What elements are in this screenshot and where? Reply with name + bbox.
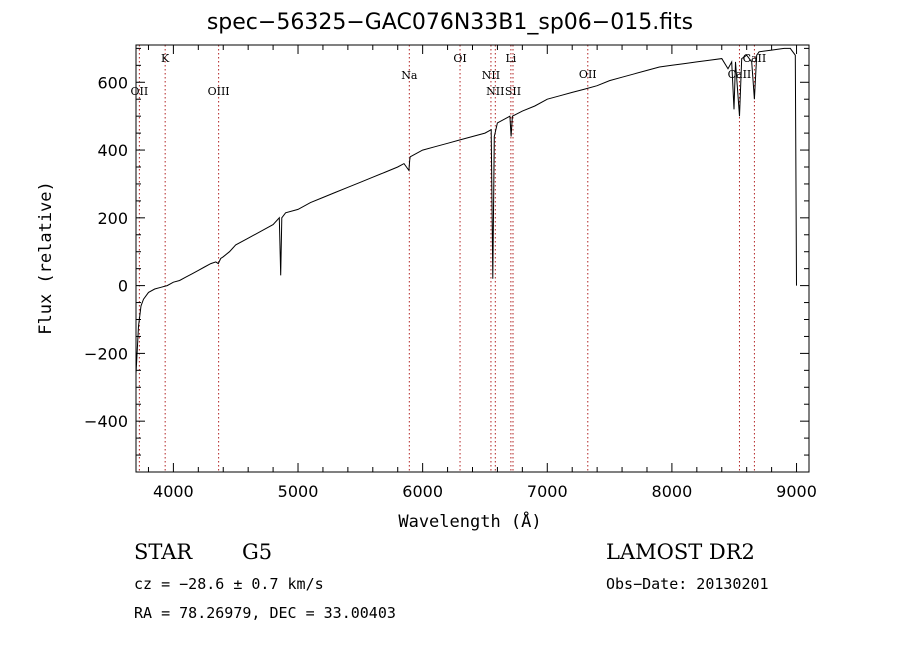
- reference-line-label: OI: [453, 52, 466, 65]
- plot-frame: [135, 44, 810, 473]
- chart-title: spec−56325−GAC076N33B1_sp06−015.fits: [206, 10, 694, 35]
- x-tick-label: 4000: [153, 482, 194, 501]
- y-tick-label: −400: [84, 412, 128, 431]
- x-axis-label: Wavelength (Å): [398, 512, 542, 532]
- reference-line-label: NII: [482, 69, 500, 82]
- reference-line-label: OII: [579, 68, 597, 81]
- reference-line-label: CaII: [743, 52, 767, 65]
- x-tick-label: 7000: [527, 482, 568, 501]
- spectrum-series: [135, 47, 797, 374]
- y-tick-label: 600: [97, 73, 128, 92]
- axis-ticks: 4000 5000 6000 7000 8000 9000 −400 −200 0 200 400 6…: [84, 45, 817, 501]
- sky-coordinates: RA = 78.26979, DEC = 33.00403: [134, 604, 396, 622]
- y-tick-label: 200: [97, 209, 128, 228]
- y-axis-label: Flux (relative): [36, 181, 56, 335]
- reference-line-label: Li: [505, 52, 516, 65]
- x-tick-label: 6000: [402, 482, 443, 501]
- redshift-velocity: cz = −28.6 ± 0.7 km/s: [134, 575, 324, 593]
- y-tick-label: 0: [118, 277, 128, 296]
- y-tick-label: 400: [97, 141, 128, 160]
- observation-date: Obs−Date: 20130201: [606, 575, 769, 593]
- reference-line-label: Na: [401, 69, 418, 82]
- x-tick-label: 9000: [776, 482, 817, 501]
- reference-line-labels: OII K OIII Na OI NII NII Li SII OII CaII CaII: [131, 52, 767, 98]
- spectrum-line: [135, 47, 797, 374]
- reference-line-label: CaII: [728, 68, 752, 81]
- survey-name: LAMOST DR2: [606, 540, 755, 564]
- reference-line-label: OIII: [208, 85, 230, 98]
- object-class: STAR: [134, 540, 193, 564]
- reference-line-label: OII: [131, 85, 149, 98]
- object-subclass: G5: [242, 540, 273, 564]
- x-tick-label: 5000: [278, 482, 319, 501]
- x-tick-label: 8000: [652, 482, 693, 501]
- reference-lines: [138, 45, 755, 472]
- reference-line-label: SII: [505, 85, 521, 98]
- y-tick-label: −200: [84, 344, 128, 363]
- reference-line-label: NII: [486, 85, 504, 98]
- reference-line-label: K: [161, 52, 170, 65]
